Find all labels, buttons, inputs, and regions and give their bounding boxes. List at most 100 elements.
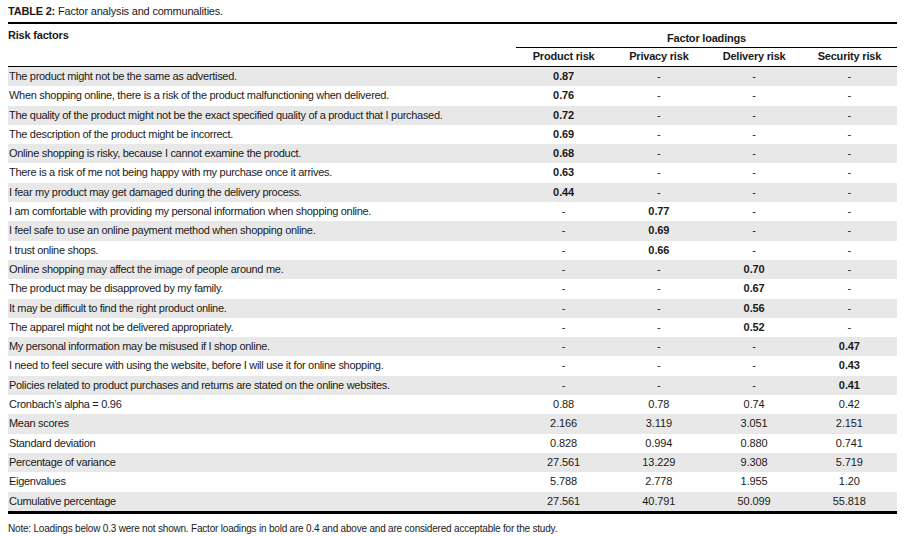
row-label: Online shopping is risky, because I cann… xyxy=(8,144,516,163)
loading-value: - xyxy=(516,337,611,356)
loading-value: 27.561 xyxy=(516,453,611,472)
table-row: Policies related to product purchases an… xyxy=(8,376,897,395)
loading-value: - xyxy=(802,318,897,337)
row-label: The quality of the product might not be … xyxy=(8,106,516,125)
loading-value: - xyxy=(802,163,897,182)
loading-value: - xyxy=(707,202,802,221)
loading-value: - xyxy=(611,318,706,337)
loading-value: 0.56 xyxy=(707,299,802,318)
loading-value: - xyxy=(802,67,897,87)
table-row: Mean scores2.1663.1193.0512.151 xyxy=(8,414,897,433)
row-label: Percentage of variance xyxy=(8,453,516,472)
loading-value: 3.051 xyxy=(707,414,802,433)
row-label: Cumulative percentage xyxy=(8,492,516,513)
loading-value: 0.72 xyxy=(516,106,611,125)
table-row: I need to feel secure with using the web… xyxy=(8,356,897,375)
loading-value: - xyxy=(802,202,897,221)
loading-value: - xyxy=(611,356,706,375)
loading-value: 13.229 xyxy=(611,453,706,472)
loading-value: 0.41 xyxy=(802,376,897,395)
loading-value: - xyxy=(516,279,611,298)
table-row: The product might not be the same as adv… xyxy=(8,67,897,87)
loading-value: - xyxy=(611,86,706,105)
loading-value: 5.719 xyxy=(802,453,897,472)
loading-value: 0.741 xyxy=(802,434,897,453)
loading-value: - xyxy=(707,144,802,163)
factor-analysis-table: Risk factors Factor loadings Product ris… xyxy=(8,24,897,514)
row-label: Standard deviation xyxy=(8,434,516,453)
loading-value: - xyxy=(611,279,706,298)
loading-value: - xyxy=(802,86,897,105)
loading-value: 5.788 xyxy=(516,472,611,491)
loading-value: - xyxy=(707,86,802,105)
loading-value: 0.77 xyxy=(611,202,706,221)
loading-value: 0.88 xyxy=(516,395,611,414)
row-label: Cronbach’s alpha = 0.96 xyxy=(8,395,516,414)
loading-value: - xyxy=(802,260,897,279)
loading-value: 0.43 xyxy=(802,356,897,375)
row-label: The description of the product might be … xyxy=(8,125,516,144)
table-row: Cronbach’s alpha = 0.960.880.780.740.42 xyxy=(8,395,897,414)
loading-value: - xyxy=(707,337,802,356)
loading-value: - xyxy=(802,183,897,202)
loading-value: 1.20 xyxy=(802,472,897,491)
loading-value: - xyxy=(611,106,706,125)
table-row: When shopping online, there is a risk of… xyxy=(8,86,897,105)
column-header-product-risk: Product risk xyxy=(516,48,611,67)
table-body: The product might not be the same as adv… xyxy=(8,67,897,513)
table-note: Note: Loadings below 0.3 were not shown.… xyxy=(8,523,897,534)
row-label: When shopping online, there is a risk of… xyxy=(8,86,516,105)
loading-value: 0.42 xyxy=(802,395,897,414)
loading-value: - xyxy=(611,183,706,202)
table-row: It may be difficult to find the right pr… xyxy=(8,299,897,318)
loading-value: - xyxy=(707,125,802,144)
loading-value: - xyxy=(802,221,897,240)
loading-value: 2.778 xyxy=(611,472,706,491)
row-label: The product may be disapproved by my fam… xyxy=(8,279,516,298)
loading-value: 0.994 xyxy=(611,434,706,453)
table-row: There is a risk of me not being happy wi… xyxy=(8,163,897,182)
loading-value: - xyxy=(802,279,897,298)
row-label: Eigenvalues xyxy=(8,472,516,491)
loading-value: 0.69 xyxy=(516,125,611,144)
loading-value: - xyxy=(802,144,897,163)
loading-value: 0.828 xyxy=(516,434,611,453)
loading-value: 0.66 xyxy=(611,241,706,260)
loading-value: 1.955 xyxy=(707,472,802,491)
table-row: The quality of the product might not be … xyxy=(8,106,897,125)
column-header-privacy-risk: Privacy risk xyxy=(611,48,706,67)
loading-value: - xyxy=(611,299,706,318)
loading-value: 9.308 xyxy=(707,453,802,472)
row-label: I fear my product may get damaged during… xyxy=(8,183,516,202)
loading-value: - xyxy=(611,260,706,279)
column-header-delivery-risk: Delivery risk xyxy=(707,48,802,67)
table-row: I trust online shops.-0.66-- xyxy=(8,241,897,260)
loading-value: 55.818 xyxy=(802,492,897,513)
loading-value: - xyxy=(707,106,802,125)
table-row: The description of the product might be … xyxy=(8,125,897,144)
row-label: My personal information may be misused i… xyxy=(8,337,516,356)
table-row: Online shopping is risky, because I cann… xyxy=(8,144,897,163)
loading-value: - xyxy=(611,337,706,356)
loading-value: - xyxy=(707,241,802,260)
table-row: Cumulative percentage27.56140.79150.0995… xyxy=(8,492,897,513)
loading-value: 40.791 xyxy=(611,492,706,513)
loading-value: - xyxy=(516,318,611,337)
table-row: Online shopping may affect the image of … xyxy=(8,260,897,279)
loading-value: - xyxy=(802,106,897,125)
loading-value: 0.69 xyxy=(611,221,706,240)
loading-value: 50.099 xyxy=(707,492,802,513)
loading-value: - xyxy=(802,299,897,318)
loading-value: 0.76 xyxy=(516,86,611,105)
loading-value: 2.166 xyxy=(516,414,611,433)
table-title: TABLE 2: Factor analysis and communaliti… xyxy=(8,3,897,24)
table-row: My personal information may be misused i… xyxy=(8,337,897,356)
loading-value: - xyxy=(707,163,802,182)
loading-value: - xyxy=(611,125,706,144)
loading-value: - xyxy=(516,356,611,375)
loading-value: - xyxy=(516,260,611,279)
table-row: The apparel might not be delivered appro… xyxy=(8,318,897,337)
loading-value: 0.47 xyxy=(802,337,897,356)
row-label: Policies related to product purchases an… xyxy=(8,376,516,395)
row-label: I trust online shops. xyxy=(8,241,516,260)
